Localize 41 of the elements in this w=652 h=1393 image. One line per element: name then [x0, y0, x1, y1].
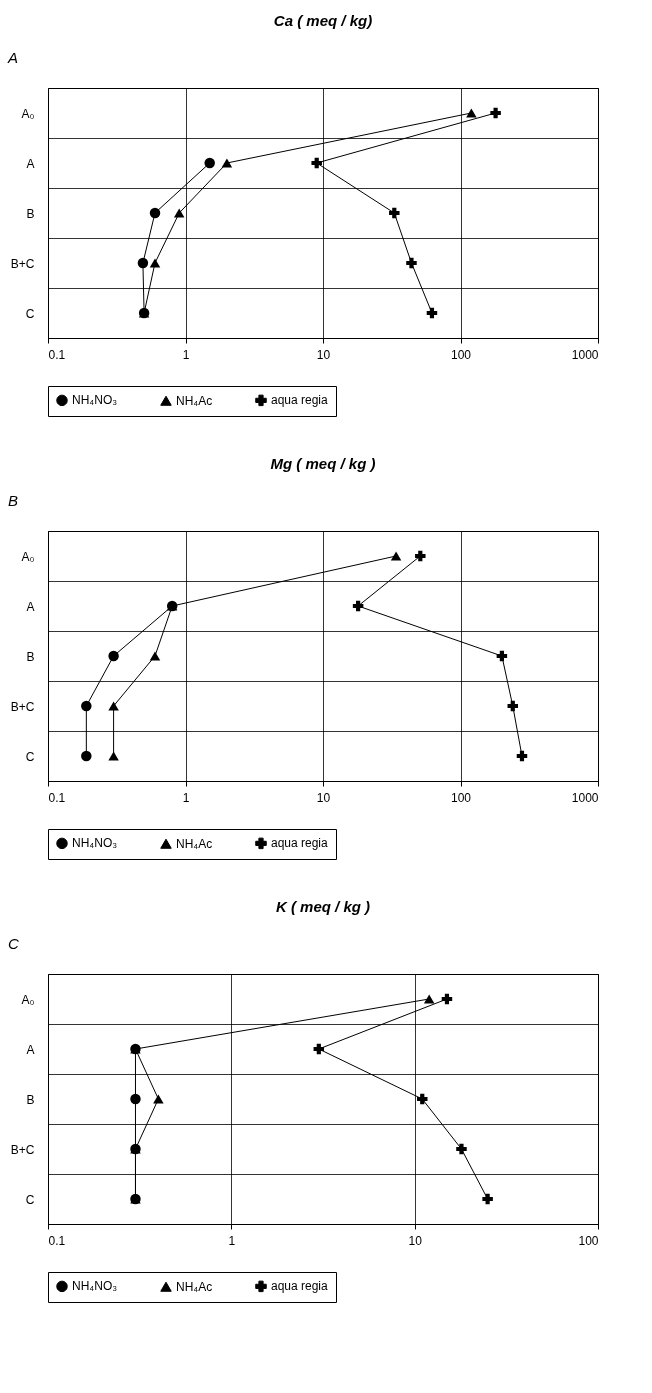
- legend-label: NH₄NO₃: [72, 393, 118, 408]
- chart-title: K ( meq / kg ): [275, 898, 371, 915]
- x-tick-label: 0.1: [48, 790, 66, 805]
- y-tick-label: A₀: [21, 992, 35, 1007]
- x-tick-label: 1: [182, 790, 190, 805]
- legend-label: NH₄Ac: [176, 836, 213, 851]
- legend-label: NH₄Ac: [176, 1279, 213, 1294]
- legend-label: aqua regia: [271, 836, 329, 851]
- y-tick-label: B: [26, 649, 35, 664]
- y-tick-label: B: [26, 206, 35, 221]
- y-tick-label: A₀: [21, 549, 35, 564]
- y-tick-label: A: [26, 1042, 35, 1057]
- y-tick-label: A₀: [21, 106, 35, 121]
- x-tick-label: 0.1: [48, 347, 66, 362]
- x-tick-label: 100: [450, 347, 472, 362]
- y-tick-label: B+C: [10, 699, 35, 714]
- chart-title: Ca ( meq / kg): [273, 12, 373, 29]
- x-tick-label: 1: [228, 1233, 236, 1248]
- x-tick-label: 1000: [571, 790, 599, 805]
- x-tick-label: 10: [408, 1233, 423, 1248]
- legend-label: NH₄NO₃: [72, 1279, 118, 1294]
- y-tick-label: C: [25, 749, 35, 764]
- y-tick-label: A: [26, 599, 35, 614]
- legend-label: NH₄Ac: [176, 393, 213, 408]
- x-tick-label: 10: [316, 790, 331, 805]
- x-tick-label: 1: [182, 347, 190, 362]
- x-tick-label: 0.1: [48, 1233, 66, 1248]
- x-tick-label: 100: [578, 1233, 599, 1248]
- y-tick-label: C: [25, 1192, 35, 1207]
- chart-title: Mg ( meq / kg ): [270, 455, 376, 472]
- legend-label: NH₄NO₃: [72, 836, 118, 851]
- y-tick-label: B+C: [10, 1142, 35, 1157]
- y-tick-label: C: [25, 306, 35, 321]
- legend-label: aqua regia: [271, 393, 329, 408]
- legend-label: aqua regia: [271, 1279, 329, 1294]
- y-tick-label: A: [26, 156, 35, 171]
- y-tick-label: B+C: [10, 256, 35, 271]
- x-tick-label: 100: [450, 790, 472, 805]
- x-tick-label: 10: [316, 347, 331, 362]
- y-tick-label: B: [26, 1092, 35, 1107]
- x-tick-label: 1000: [571, 347, 599, 362]
